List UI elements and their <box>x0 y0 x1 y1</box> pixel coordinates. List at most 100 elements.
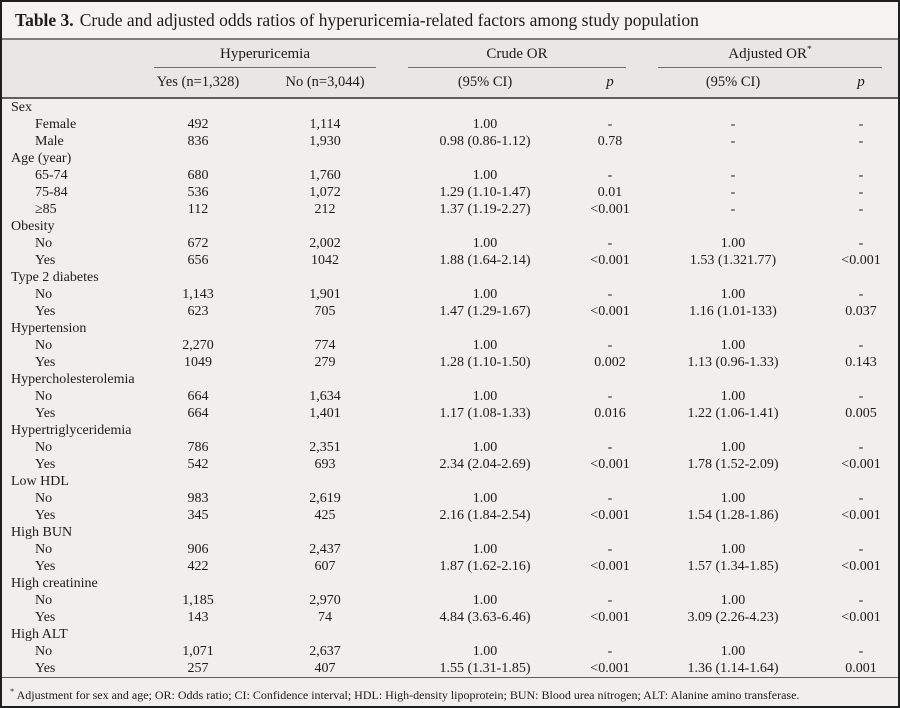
section-header-row: High BUN <box>2 524 898 541</box>
cell-adj-p: 0.143 <box>845 355 877 370</box>
table-row: Male 836 1,930 0.98 (0.86-1.12) 0.78 - - <box>2 133 898 150</box>
table-row: 65-74 680 1,760 1.00 - - - <box>2 167 898 184</box>
cell-no: 1,401 <box>309 406 341 421</box>
cell-no: 1042 <box>311 253 339 268</box>
cell-adj-ci: 1.36 (1.14-1.64) <box>687 661 779 676</box>
table-row: No 906 2,437 1.00 - 1.00 - <box>2 541 898 558</box>
cell-adj-ci: 3.09 (2.26-4.23) <box>687 610 779 625</box>
cell-crude-ci: 1.47 (1.29-1.67) <box>439 304 531 319</box>
group-label: Hyperuricemia <box>220 46 310 62</box>
cell-adj-p: - <box>858 134 864 149</box>
cell-crude-p: - <box>607 389 613 404</box>
table-footnote: * Adjustment for sex and age; OR: Odds r… <box>2 677 898 705</box>
cell-crude-p: - <box>607 542 613 557</box>
cell-crude-p: <0.001 <box>590 202 630 217</box>
cell-adj-ci: 1.00 <box>720 389 746 404</box>
table-row: No 2,270 774 1.00 - 1.00 - <box>2 337 898 354</box>
row-label: Yes <box>35 304 56 319</box>
cell-crude-ci: 1.00 <box>472 338 498 353</box>
cell-crude-p: - <box>607 338 613 353</box>
cell-crude-ci: 2.34 (2.04-2.69) <box>439 457 531 472</box>
row-label: 65-74 <box>35 168 68 183</box>
row-label: Yes <box>35 610 56 625</box>
row-label: No <box>35 389 53 404</box>
section-title: Low HDL <box>11 474 69 489</box>
cell-adj-ci: - <box>730 168 736 183</box>
cell-crude-p: - <box>607 117 613 132</box>
cell-no: 212 <box>314 202 336 217</box>
col-header-crude-ci: (95% CI) <box>392 68 578 99</box>
header-group-adjusted-or: Adjusted OR* <box>642 40 898 68</box>
cell-crude-p: <0.001 <box>590 457 630 472</box>
table-row: Yes 664 1,401 1.17 (1.08-1.33) 0.016 1.22 (1.… <box>2 405 898 422</box>
section-title: High creatinine <box>11 576 98 591</box>
cell-crude-ci: 1.28 (1.10-1.50) <box>439 355 531 370</box>
cell-yes: 257 <box>187 661 209 676</box>
cell-no: 1,114 <box>309 117 341 132</box>
table-caption-text: Crude and adjusted odds ratios of hyperu… <box>79 9 699 30</box>
cell-adj-p: <0.001 <box>841 559 881 574</box>
table-row: 75-84 536 1,072 1.29 (1.10-1.47) 0.01 - - <box>2 184 898 201</box>
cell-adj-p: 0.005 <box>845 406 877 421</box>
cell-adj-p: - <box>858 185 864 200</box>
cell-crude-p: - <box>607 440 613 455</box>
header-empty-cell <box>2 40 138 68</box>
cell-crude-p: <0.001 <box>590 253 630 268</box>
cell-adj-p: - <box>858 644 864 659</box>
table-row: Yes 1049 279 1.28 (1.10-1.50) 0.002 1.13 (0.9… <box>2 354 898 371</box>
footnote-marker: * <box>10 686 15 696</box>
cell-crude-ci: 1.88 (1.64-2.14) <box>439 253 531 268</box>
cell-no: 774 <box>314 338 336 353</box>
cell-no: 1,634 <box>309 389 341 404</box>
row-label: No <box>35 491 53 506</box>
row-label: Yes <box>35 661 56 676</box>
cell-crude-ci: 4.84 (3.63-6.46) <box>439 610 531 625</box>
col-header-adjusted-p: p <box>824 68 898 99</box>
table-row: ≥85 112 212 1.37 (1.19-2.27) <0.001 - - <box>2 201 898 218</box>
cell-no: 1,760 <box>309 168 341 183</box>
col-header-crude-p: p <box>578 68 642 99</box>
cell-no: 693 <box>314 457 336 472</box>
cell-no: 407 <box>314 661 336 676</box>
cell-no: 2,970 <box>309 593 341 608</box>
table-body: Sex Female 492 1,114 1.00 - - - Male 836 1,930 0.98… <box>2 98 898 677</box>
cell-yes: 664 <box>187 389 209 404</box>
cell-yes: 664 <box>187 406 209 421</box>
header-group-hyperuricemia: Hyperuricemia <box>138 40 392 68</box>
cell-no: 425 <box>314 508 336 523</box>
section-title: Hypertriglyceridemia <box>11 423 132 438</box>
section-title: Hypercholesterolemia <box>11 372 135 387</box>
table-row: No 983 2,619 1.00 - 1.00 - <box>2 490 898 507</box>
cell-yes: 623 <box>187 304 209 319</box>
table-caption: Table 3. Crude and adjusted odds ratios … <box>2 2 898 40</box>
cell-yes: 1,071 <box>182 644 214 659</box>
cell-no: 705 <box>314 304 336 319</box>
row-label: Yes <box>35 559 56 574</box>
cell-no: 1,930 <box>309 134 341 149</box>
cell-adj-ci: 1.00 <box>720 287 746 302</box>
cell-crude-ci: 1.87 (1.62-2.16) <box>439 559 531 574</box>
cell-adj-p: - <box>858 542 864 557</box>
row-label: Male <box>35 134 64 149</box>
col-header-adjusted-ci: (95% CI) <box>642 68 824 99</box>
section-header-row: Obesity <box>2 218 898 235</box>
footnote-text: Adjustment for sex and age; OR: Odds rat… <box>14 688 800 702</box>
table-row: Yes 345 425 2.16 (1.84-2.54) <0.001 1.54 (1.2… <box>2 507 898 524</box>
cell-yes: 143 <box>187 610 209 625</box>
section-header-row: Low HDL <box>2 473 898 490</box>
cell-adj-p: - <box>858 338 864 353</box>
cell-adj-p: - <box>858 236 864 251</box>
cell-crude-p: 0.01 <box>597 185 623 200</box>
cell-adj-p: 0.037 <box>845 304 877 319</box>
cell-adj-p: 0.001 <box>845 661 877 676</box>
table-row: No 672 2,002 1.00 - 1.00 - <box>2 235 898 252</box>
table-row: No 786 2,351 1.00 - 1.00 - <box>2 439 898 456</box>
cell-crude-ci: 1.00 <box>472 440 498 455</box>
cell-no: 2,002 <box>309 236 341 251</box>
cell-adj-p: <0.001 <box>841 508 881 523</box>
cell-crude-p: <0.001 <box>590 304 630 319</box>
cell-crude-p: - <box>607 287 613 302</box>
row-label: No <box>35 236 53 251</box>
cell-adj-p: - <box>858 202 864 217</box>
